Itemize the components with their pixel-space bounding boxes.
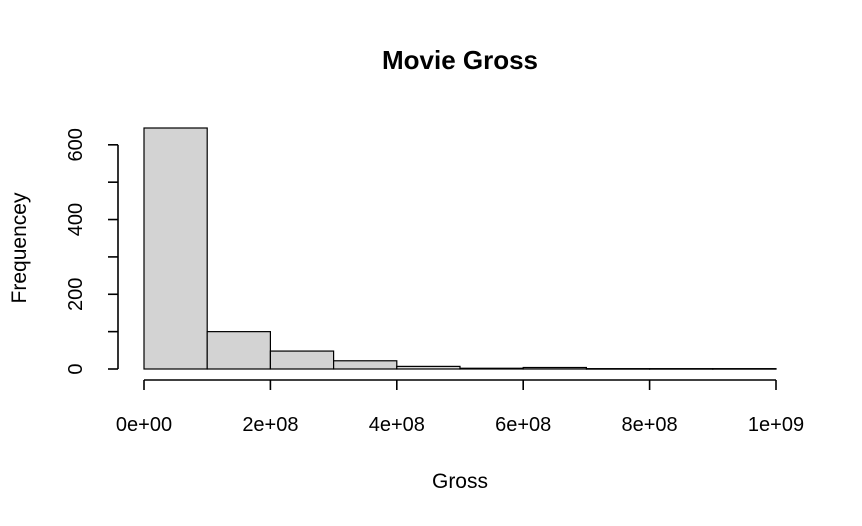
x-tick-label: 6e+08	[495, 414, 551, 436]
histogram-bar	[585, 368, 651, 370]
histogram-bar	[333, 360, 398, 370]
x-tick-label: 0e+00	[116, 414, 172, 436]
x-tick-label: 4e+08	[369, 414, 425, 436]
histogram-bar	[522, 366, 588, 370]
y-axis: 0 200 400 600	[65, 128, 119, 375]
histogram-bar	[712, 368, 777, 370]
x-axis: 0e+00 2e+08 4e+08 6e+08 8e+08 1e+09	[116, 379, 804, 436]
x-tick-label: 8e+08	[622, 414, 678, 436]
bars-group	[143, 127, 777, 370]
x-tick-label: 2e+08	[242, 414, 298, 436]
y-axis-label: Frequencey	[8, 192, 31, 303]
x-tick-label: 1e+09	[748, 414, 804, 436]
histogram-bar	[143, 127, 208, 370]
histogram-bar	[206, 331, 271, 370]
y-tick-label: 0	[65, 363, 87, 374]
y-tick-label: 600	[65, 128, 87, 161]
y-tick-label: 200	[65, 278, 87, 311]
histogram-bar	[269, 350, 335, 370]
histogram-bar	[396, 365, 461, 370]
histogram-bar	[459, 367, 524, 370]
x-axis-label: Gross	[432, 470, 488, 493]
histogram-bar	[648, 368, 714, 370]
chart-title: Movie Gross	[382, 45, 538, 75]
y-tick-label: 400	[65, 203, 87, 236]
